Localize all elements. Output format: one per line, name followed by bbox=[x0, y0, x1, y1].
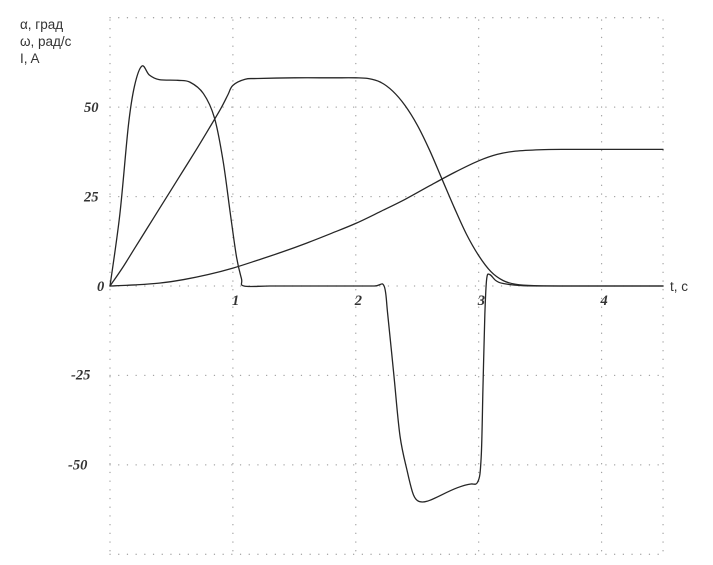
svg-text:0: 0 bbox=[97, 279, 104, 295]
svg-text:I, A: I, A bbox=[20, 51, 40, 66]
svg-text:3: 3 bbox=[477, 293, 485, 309]
svg-text:4: 4 bbox=[600, 293, 608, 309]
svg-text:50: 50 bbox=[84, 100, 99, 116]
svg-text:t, c: t, c bbox=[670, 279, 688, 294]
svg-text:-25: -25 bbox=[71, 368, 90, 384]
svg-text:α, град: α, град bbox=[20, 17, 63, 32]
svg-text:1: 1 bbox=[232, 293, 239, 309]
svg-text:25: 25 bbox=[83, 190, 99, 206]
svg-text:ω, рад/с: ω, рад/с bbox=[20, 34, 72, 49]
svg-text:2: 2 bbox=[354, 293, 362, 309]
svg-text:-50: -50 bbox=[68, 458, 87, 474]
